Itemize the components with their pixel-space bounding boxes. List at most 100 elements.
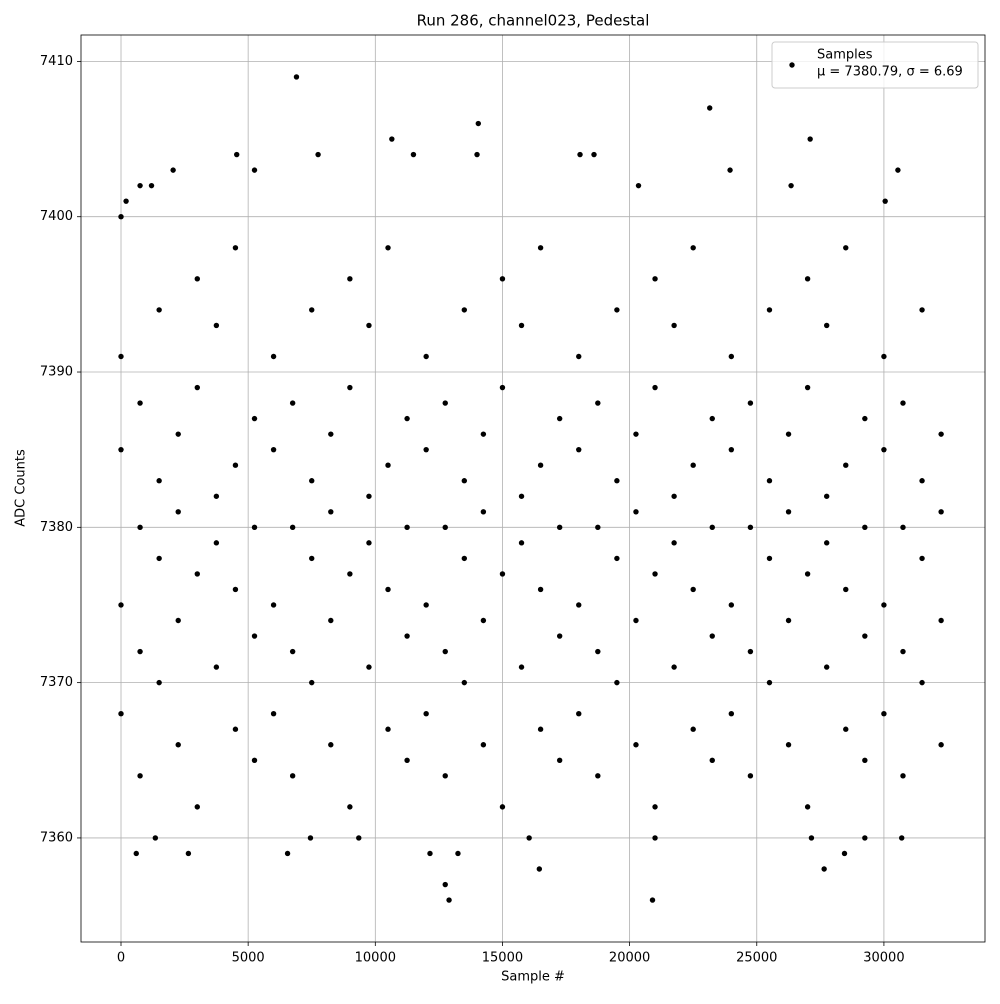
sample-point <box>843 586 849 593</box>
sample-point <box>652 276 658 282</box>
sample-point <box>232 726 239 732</box>
sample-point <box>881 710 887 717</box>
sample-point <box>366 664 372 670</box>
sample-point <box>614 478 620 484</box>
sample-point <box>213 322 220 329</box>
sample-point <box>690 726 696 732</box>
sample-point <box>766 555 773 562</box>
sample-point <box>118 602 124 608</box>
sample-point <box>919 679 925 686</box>
sample-point <box>633 742 639 748</box>
sample-point <box>747 524 754 531</box>
sample-point <box>747 773 754 779</box>
sample-point <box>536 866 543 872</box>
sample-point <box>938 742 944 748</box>
sample-point <box>821 866 827 872</box>
sample-point <box>270 353 277 360</box>
sample-point <box>213 493 220 499</box>
sample-point <box>843 245 849 251</box>
sample-point <box>251 524 258 531</box>
sample-point <box>137 400 143 406</box>
sample-point <box>461 555 468 562</box>
sample-point <box>234 151 240 158</box>
sample-point <box>709 415 715 422</box>
sample-point <box>175 431 181 437</box>
sample-point <box>404 524 410 531</box>
sample-point <box>366 540 372 546</box>
sample-point <box>900 773 906 779</box>
sample-point <box>595 524 601 531</box>
sample-point <box>232 462 239 468</box>
sample-point <box>766 307 773 313</box>
sample-point <box>823 540 830 546</box>
sample-point <box>537 245 544 251</box>
sample-point <box>895 167 901 173</box>
x-tick-label: 0 <box>117 951 125 966</box>
sample-point <box>556 757 563 763</box>
sample-point <box>156 679 162 686</box>
sample-point <box>423 602 429 608</box>
sample-point <box>633 509 639 515</box>
sample-point <box>442 881 448 888</box>
sample-point <box>213 664 220 670</box>
plot-frame <box>80 34 986 943</box>
sample-point <box>556 415 563 422</box>
sample-point <box>900 400 906 406</box>
sample-point <box>652 571 658 577</box>
sample-point <box>137 182 143 189</box>
sample-point <box>251 167 258 173</box>
sample-point <box>118 353 124 360</box>
sample-point <box>232 245 239 251</box>
sample-point <box>137 648 143 655</box>
sample-point <box>427 850 433 857</box>
sample-point <box>788 182 794 189</box>
sample-point <box>690 462 696 468</box>
sample-point <box>480 431 487 437</box>
sample-point <box>410 151 417 158</box>
sample-point <box>446 897 452 903</box>
sample-point <box>356 835 362 841</box>
sample-point <box>862 633 868 639</box>
chart-title: Run 286, channel023, Pedestal <box>417 12 650 30</box>
sample-point <box>709 633 715 639</box>
sample-point <box>652 384 658 391</box>
sample-point <box>137 773 143 779</box>
y-tick-label: 7360 <box>40 830 73 845</box>
sample-point <box>293 74 300 80</box>
sample-point <box>823 493 830 499</box>
sample-point <box>251 757 258 763</box>
sample-point <box>480 509 487 515</box>
sample-point <box>518 322 525 329</box>
sample-point <box>785 742 792 748</box>
sample-point <box>442 648 448 655</box>
sample-point <box>194 276 200 282</box>
sample-point <box>156 478 162 484</box>
sample-point <box>309 478 315 484</box>
sample-point <box>633 617 639 624</box>
sample-point <box>328 617 334 624</box>
sample-point <box>556 524 563 531</box>
sample-point <box>289 400 296 406</box>
sample-point <box>194 571 200 577</box>
sample-point <box>862 757 868 763</box>
sample-point <box>289 773 296 779</box>
sample-point <box>707 105 713 111</box>
sample-point <box>170 167 176 173</box>
sample-point <box>315 151 321 158</box>
sample-point <box>461 679 468 686</box>
sample-point <box>919 555 925 562</box>
sample-point <box>537 726 544 732</box>
sample-point <box>475 120 481 127</box>
sample-point <box>194 384 200 391</box>
sample-point <box>938 431 944 437</box>
sample-point <box>614 679 620 686</box>
sample-point <box>727 167 733 173</box>
sample-point <box>919 478 925 484</box>
sample-point <box>766 478 773 484</box>
sample-point <box>823 664 830 670</box>
sample-point <box>728 446 735 453</box>
sample-point <box>690 245 696 251</box>
x-tick-label: 10000 <box>355 951 396 966</box>
sample-point <box>461 478 468 484</box>
